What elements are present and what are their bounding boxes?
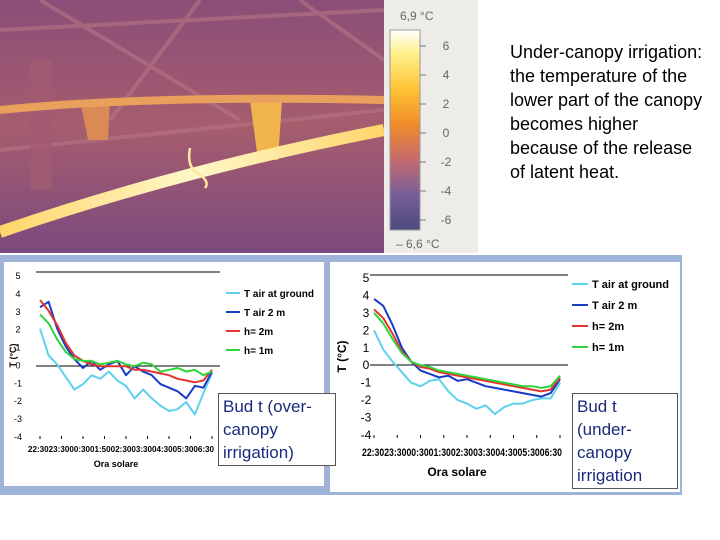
y-tick-label: 5 (15, 271, 20, 281)
y-tick-label: 3 (15, 307, 20, 317)
y-tick-label: -1 (361, 376, 372, 390)
legend-label: T air 2 m (592, 300, 637, 312)
scale-tick-label: 6 (443, 39, 450, 53)
y-tick-label: -2 (361, 393, 372, 407)
legend-label: h= 2m (244, 327, 273, 338)
scale-max-label: 6,9 °C (400, 9, 434, 23)
scale-tick-label: -4 (441, 184, 452, 198)
x-axis-label: Ora solare (94, 459, 139, 469)
y-tick-label: 4 (363, 288, 370, 302)
scale-tick-label: 4 (443, 68, 450, 82)
scale-tick-label: -2 (441, 155, 452, 169)
series-line-1 (39, 300, 213, 400)
y-tick-label: 4 (15, 289, 20, 299)
callout-over-canopy: Bud t (over-canopy irrigation) (218, 393, 336, 466)
line-chart-under-canopy: 5 4 3 2 1 0 -1 -2 -3 -4 22:3023:3000:3001:3002:300… (335, 271, 669, 479)
legend-label: h= 2m (592, 321, 624, 333)
y-tick-label: -2 (14, 396, 22, 406)
scale-tick-label: -6 (441, 213, 452, 227)
color-scale-drawing: 6,9 °C 6 4 2 0 -2 -4 -6 – 6,6 °C (389, 9, 452, 251)
series-line-1 (373, 298, 561, 398)
caption-text: Under-canopy irrigation: the temperature… (510, 40, 706, 184)
y-tick-label: 2 (15, 325, 20, 335)
y-tick-label: 0 (15, 360, 20, 370)
legend-label: h= 1m (244, 346, 273, 357)
thermal-color-scale: 6,9 °C 6 4 2 0 -2 -4 -6 – 6,6 °C (384, 0, 478, 253)
y-tick-label: -3 (361, 411, 372, 425)
series-line-3 (39, 313, 213, 377)
y-axis-label: T (°C) (335, 340, 349, 372)
series-line-0 (373, 329, 561, 416)
x-axis-label: Ora solare (427, 465, 487, 479)
legend-label: T air 2 m (244, 308, 285, 319)
legend-label: T air at ground (244, 289, 314, 300)
scale-min-label: – 6,6 °C (396, 237, 440, 251)
y-tick-label: 3 (363, 306, 370, 320)
x-tick-labels: 22:3023:3000:3001:5002:3003:3004:3005:30… (28, 445, 215, 454)
series-line-3 (373, 312, 561, 389)
legend-label: T air at ground (592, 279, 669, 291)
y-axis-label: T (°C) (8, 343, 18, 367)
y-tick-label: 2 (363, 323, 370, 337)
y-tick-label: -3 (14, 414, 22, 424)
callout-under-canopy: Bud t (under-canopy irrigation (572, 393, 678, 489)
callout-under-canopy-text: Bud t (under-canopy irrigation (577, 397, 643, 485)
series-line-2 (39, 299, 213, 384)
series-line-0 (39, 328, 213, 416)
callout-over-canopy-text: Bud t (over-canopy irrigation) (223, 397, 312, 462)
y-tick-label: 1 (363, 341, 370, 355)
x-tick-labels: 22:3023:3000:3001:3002:3003:3004:3005:30… (362, 447, 562, 459)
thermal-image-drawing (0, 0, 384, 253)
y-tick-label: 5 (363, 271, 370, 285)
line-chart-over-canopy: 5 4 3 2 1 0 -1 -2 -3 -4 22:3023:3000:3001:5002:300… (8, 271, 314, 469)
scale-tick-label: 2 (443, 97, 450, 111)
thermal-image (0, 0, 384, 253)
y-tick-label: -4 (14, 432, 22, 442)
y-tick-label: 0 (363, 358, 370, 372)
scale-tick-label: 0 (443, 126, 450, 140)
y-tick-label: -4 (361, 428, 372, 442)
y-tick-label: 1 (15, 343, 20, 353)
y-tick-label: -1 (14, 378, 22, 388)
caption-paragraph: Under-canopy irrigation: the temperature… (510, 42, 703, 182)
scale-bar (389, 29, 421, 231)
legend-label: h= 1m (592, 342, 624, 354)
